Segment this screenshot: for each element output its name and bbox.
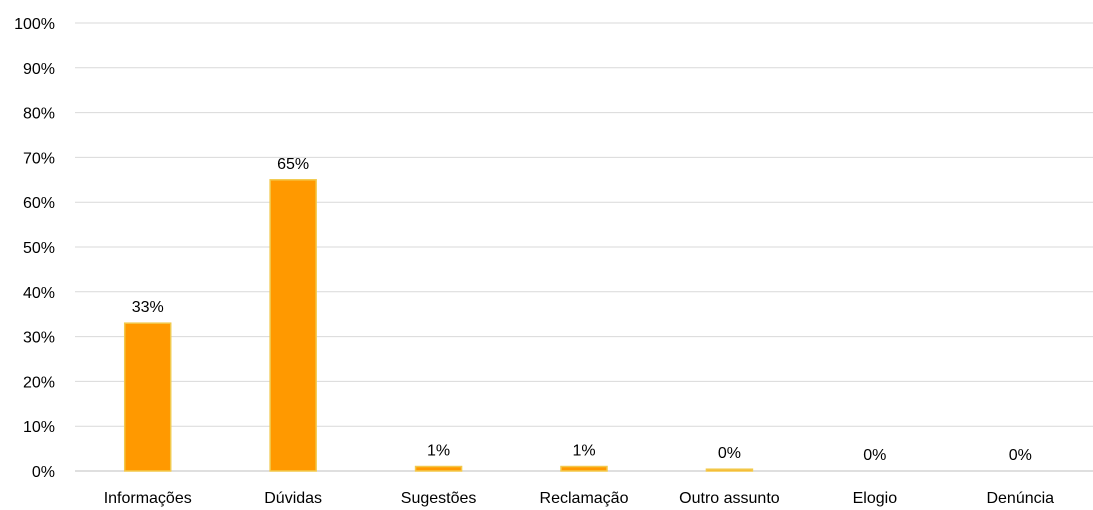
x-axis-category-labels: Informações Dúvidas Sugestões Reclamação Out… (104, 490, 1054, 507)
y-tick-label: 0% (32, 464, 55, 481)
data-labels: 33% 65% 1% 1% 0% 0% 0% (132, 156, 1032, 464)
data-label: 65% (277, 156, 309, 173)
y-tick-label: 30% (23, 330, 55, 347)
x-category-label: Outro assunto (679, 490, 780, 507)
y-tick-label: 40% (23, 285, 55, 302)
x-category-label: Reclamação (540, 490, 629, 507)
x-category-label: Sugestões (401, 490, 477, 507)
y-tick-label: 100% (14, 16, 55, 33)
gridlines (75, 22, 1093, 472)
bar (705, 468, 754, 472)
y-tick-label: 60% (23, 195, 55, 212)
x-category-label: Informações (104, 490, 192, 507)
bar (123, 322, 172, 472)
x-category-label: Elogio (853, 490, 898, 507)
y-axis-tick-labels: 0% 10% 20% 30% 40% 50% 60% 70% 80% 90% 100% (14, 16, 55, 481)
y-tick-label: 70% (23, 150, 55, 167)
data-label: 0% (863, 447, 886, 464)
y-tick-label: 80% (23, 106, 55, 123)
y-tick-label: 90% (23, 61, 55, 78)
y-tick-label: 10% (23, 419, 55, 436)
x-category-label: Dúvidas (264, 490, 322, 507)
bars (123, 179, 754, 472)
x-category-label: Denúncia (986, 490, 1054, 507)
data-label: 0% (718, 445, 741, 462)
bar (414, 465, 463, 472)
y-tick-label: 20% (23, 374, 55, 391)
data-label: 1% (427, 443, 450, 460)
y-tick-label: 50% (23, 240, 55, 257)
data-label: 33% (132, 299, 164, 316)
bar (269, 179, 317, 472)
bar (560, 465, 608, 472)
data-label: 1% (572, 443, 595, 460)
data-label: 0% (1009, 447, 1032, 464)
